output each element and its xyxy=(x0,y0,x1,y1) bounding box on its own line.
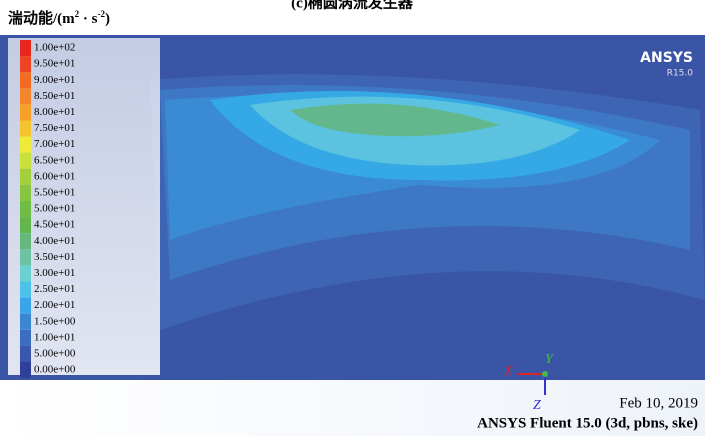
legend-swatch xyxy=(20,184,31,201)
legend-label: 3.00e+01 xyxy=(34,267,75,279)
footer: ANSYS Fluent 15.0 (3d, pbns, ske) xyxy=(477,415,698,431)
contour-field xyxy=(0,35,705,436)
legend-swatch xyxy=(20,40,31,57)
legend-swatch xyxy=(20,233,31,250)
legend: 1.00e+02 9.50e+01 9.00e+01 8.50e+01 8.00e+01… xyxy=(20,40,76,379)
legend-swatch xyxy=(20,168,31,185)
legend-swatch xyxy=(20,313,31,330)
legend-swatch xyxy=(20,249,31,266)
legend-swatch xyxy=(20,345,31,362)
legend-swatch xyxy=(20,104,31,121)
legend-swatch xyxy=(20,297,31,314)
triad-x: X xyxy=(503,364,513,379)
legend-label: 5.00e+01 xyxy=(34,203,75,215)
legend-label: 7.50e+01 xyxy=(34,122,75,134)
legend-label: 8.00e+01 xyxy=(34,106,75,118)
triad-y: Y xyxy=(545,352,555,367)
legend-swatch xyxy=(20,72,31,89)
legend-swatch xyxy=(20,152,31,169)
legend-label: 9.00e+01 xyxy=(34,74,75,86)
axis-triad: X Y Z xyxy=(503,352,555,413)
legend-swatch xyxy=(20,56,31,73)
legend-swatch xyxy=(20,136,31,153)
legend-swatch xyxy=(20,201,31,218)
legend-label: 4.50e+01 xyxy=(34,219,75,231)
legend-label: 2.00e+01 xyxy=(34,299,75,311)
logo: ANSYS xyxy=(640,50,693,66)
legend-label: 5.50e+01 xyxy=(34,186,75,198)
legend-label: 3.50e+01 xyxy=(34,251,75,263)
legend-swatch xyxy=(20,88,31,105)
legend-label: 2.50e+01 xyxy=(34,283,75,295)
legend-label: 1.00e+02 xyxy=(34,42,75,54)
logo-version: R15.0 xyxy=(667,69,694,79)
triad-z: Z xyxy=(533,398,541,413)
legend-swatch xyxy=(20,281,31,298)
unit-label: 湍动能/(m2 · s-2) xyxy=(8,9,110,27)
legend-label: 1.50e+00 xyxy=(34,315,76,327)
legend-label: 8.50e+01 xyxy=(34,90,75,102)
legend-swatch xyxy=(20,362,31,379)
legend-label: 4.00e+01 xyxy=(34,235,75,247)
legend-swatch xyxy=(20,217,31,234)
figure-title: (c)椭圆涡流发生器 xyxy=(291,0,414,11)
date: Feb 10, 2019 xyxy=(619,395,698,411)
legend-swatch xyxy=(20,265,31,282)
legend-label: 6.00e+01 xyxy=(34,170,75,182)
legend-label: 9.50e+01 xyxy=(34,58,75,70)
legend-swatch xyxy=(20,120,31,137)
legend-label: 5.00e+00 xyxy=(34,347,76,359)
legend-swatch xyxy=(20,329,31,346)
legend-label: 7.00e+01 xyxy=(34,138,75,150)
legend-label: 6.50e+01 xyxy=(34,154,75,166)
legend-label: 1.00e+01 xyxy=(34,331,75,343)
legend-label: 0.00e+00 xyxy=(34,364,76,376)
